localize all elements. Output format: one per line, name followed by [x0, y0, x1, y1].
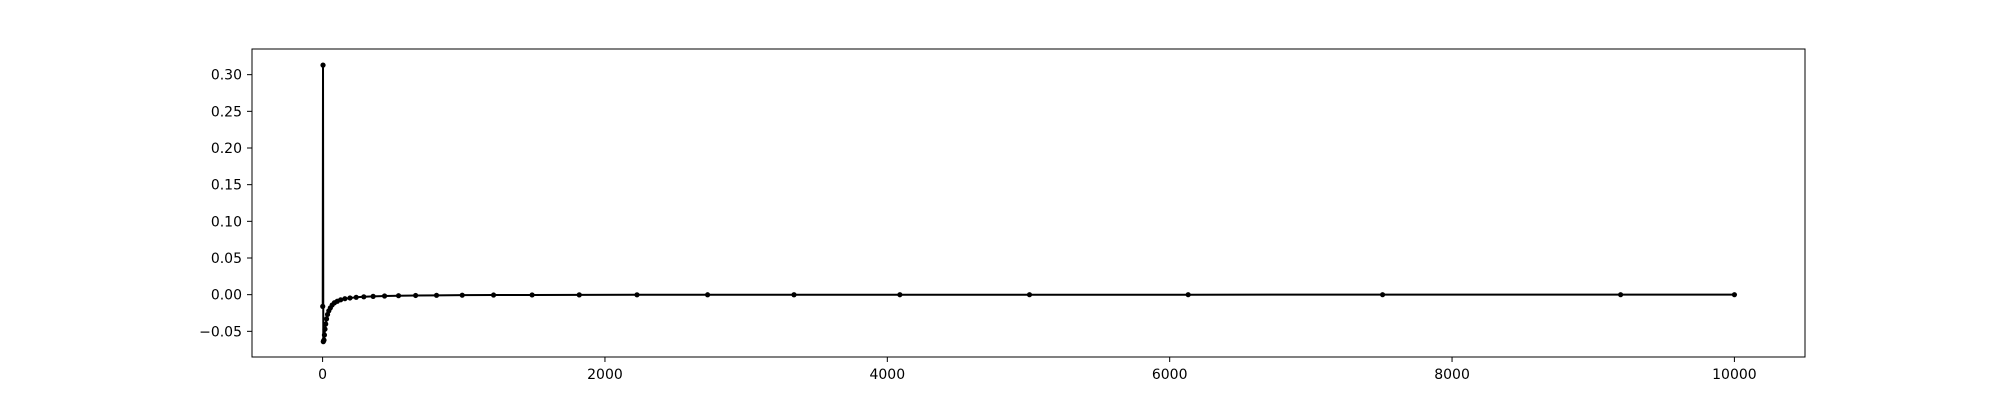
data-point: [1379, 292, 1386, 298]
x-tick-label: 2000: [587, 367, 623, 383]
data-point: [370, 293, 376, 299]
data-point: [791, 292, 797, 298]
y-axis: −0.05 0.00 0.05 0.10 0.15 0.20 0.25 0.30: [199, 68, 252, 340]
data-point: [321, 332, 328, 338]
y-tick-label: 0.20: [211, 141, 242, 157]
data-point: [490, 292, 497, 298]
x-tick-label: 8000: [1434, 367, 1470, 383]
data-point: [395, 293, 402, 299]
x-tick-label: 0: [318, 367, 327, 383]
y-tick-label: 0.00: [211, 288, 242, 304]
data-point: [353, 294, 359, 300]
data-point: [381, 293, 388, 299]
series-layer: [320, 62, 1738, 345]
data-point: [634, 292, 640, 298]
data-point: [704, 292, 711, 298]
data-point: [529, 292, 535, 298]
y-tick-label: 0.10: [211, 214, 242, 230]
data-point: [1731, 292, 1738, 298]
data-point: [342, 296, 348, 302]
data-point: [1026, 292, 1033, 298]
y-tick-label: 0.05: [211, 251, 242, 267]
y-tick-label: −0.05: [199, 324, 242, 340]
data-point: [323, 321, 329, 327]
data-point: [320, 303, 326, 309]
data-point: [323, 316, 330, 322]
data-point: [320, 62, 326, 68]
data-point: [576, 292, 582, 298]
data-point: [1618, 292, 1624, 298]
x-tick-label: 6000: [1152, 367, 1188, 383]
y-tick-label: 0.30: [211, 68, 242, 84]
data-point: [433, 292, 440, 298]
data-point: [1185, 292, 1191, 298]
x-tick-label: 10000: [1712, 367, 1757, 383]
y-tick-label: 0.25: [211, 104, 242, 120]
plot-frame: [251, 48, 1806, 358]
y-tick-label: 0.15: [211, 178, 242, 194]
data-point: [459, 292, 465, 298]
data-point: [321, 337, 327, 343]
data-point: [413, 292, 419, 299]
x-tick-label: 4000: [869, 367, 905, 383]
x-axis: 0 2000 4000 6000 8000 10000: [318, 357, 1757, 383]
data-point: [338, 297, 344, 303]
data-point: [347, 295, 353, 301]
data-point: [897, 292, 903, 298]
data-point: [322, 326, 328, 332]
data-point: [361, 294, 367, 300]
